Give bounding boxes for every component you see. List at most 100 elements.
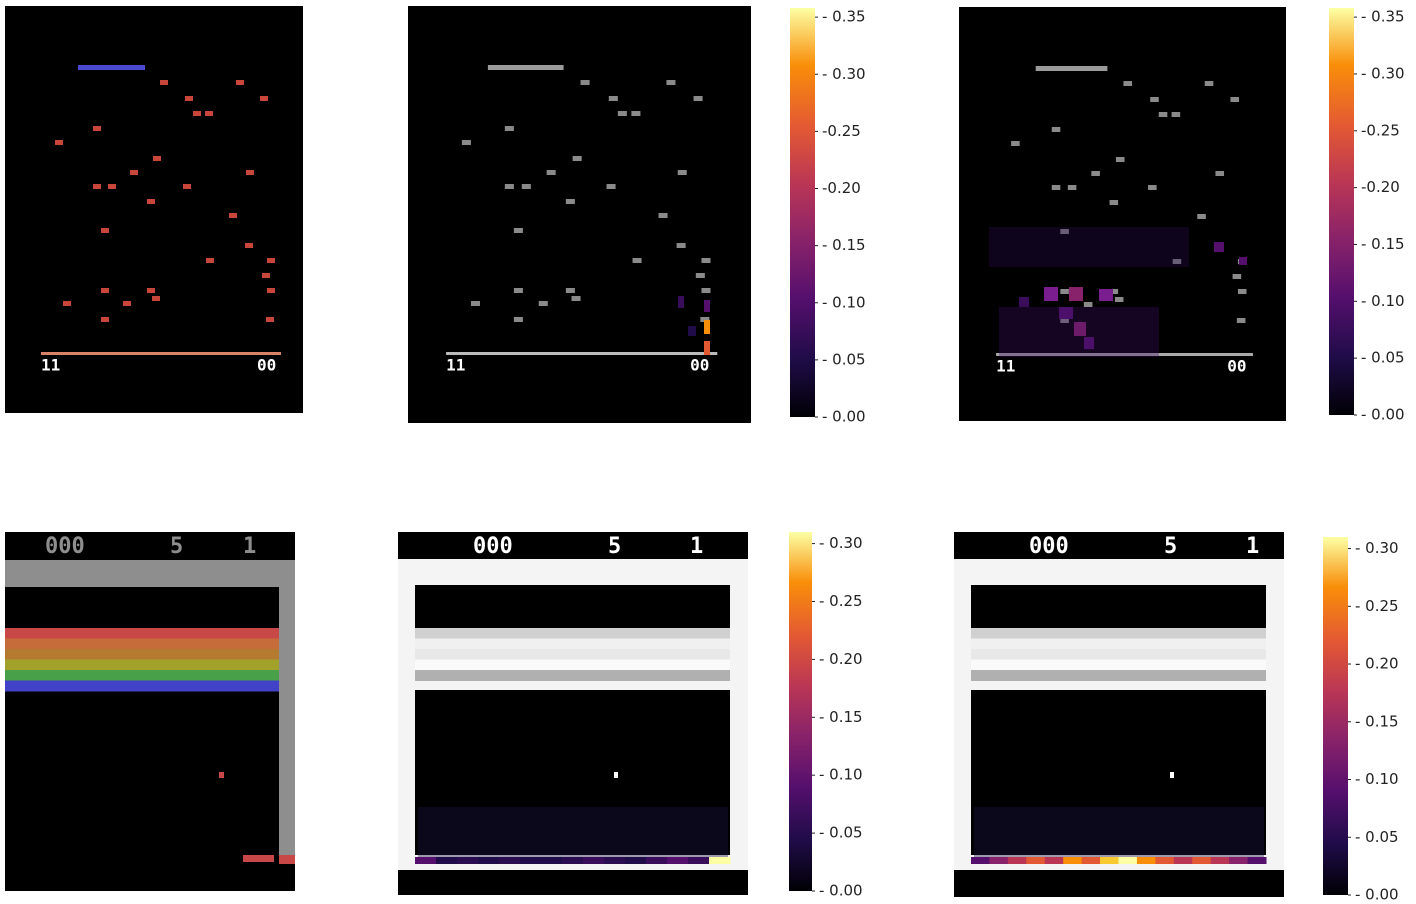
brick [513, 228, 523, 233]
score-digit: 000 [45, 534, 85, 559]
ground [996, 353, 1253, 356]
brick [676, 243, 686, 248]
score-right: 00 [690, 356, 709, 375]
colorbar-tick-label: -0.20 [822, 179, 861, 197]
brick [571, 296, 581, 301]
brick [130, 170, 138, 175]
paddle [487, 65, 564, 70]
paddle [78, 65, 145, 70]
brick [267, 288, 275, 293]
saliency-cell [1081, 857, 1101, 864]
saliency-cell [436, 857, 458, 864]
brick-row [415, 649, 730, 660]
saliency-cell [989, 857, 1009, 864]
brick [658, 213, 668, 218]
score-right: 00 [257, 356, 276, 375]
brick [193, 111, 201, 116]
colorbar [789, 532, 812, 891]
score-digit: 5 [608, 534, 621, 559]
saliency-cell [562, 857, 584, 864]
colorbar-tick-label: - 0.05 [1355, 828, 1399, 846]
brick [565, 199, 575, 204]
frame [5, 6, 303, 413]
saliency-cell [478, 857, 500, 864]
brick [1204, 81, 1214, 86]
saliency-cell [1210, 857, 1230, 864]
saliency-cell [1059, 307, 1073, 319]
colorbar-tick-label: - 0.25 [819, 592, 863, 610]
saliency-cell [520, 857, 542, 864]
brick [1123, 81, 1133, 86]
brick [266, 317, 274, 322]
score-left: 11 [446, 356, 465, 375]
brick [262, 273, 270, 278]
saliency-cell [646, 857, 668, 864]
top-gap [415, 585, 730, 628]
saliency-cell [1069, 287, 1083, 301]
brick [572, 156, 582, 161]
brick [1148, 185, 1157, 190]
colorbar-tick-label: - 0.10 [1355, 770, 1399, 788]
brick [267, 258, 275, 263]
brick [55, 140, 63, 145]
colorbar-tick-label: - 0.00 [1355, 886, 1399, 904]
ground [446, 352, 718, 355]
saliency-cell [499, 857, 521, 864]
colorbar-tick-label: - 0.10 [822, 293, 866, 311]
colorbar-tick-label: - 0.30 [819, 534, 863, 552]
top-gap [971, 585, 1266, 628]
score-digit: 5 [1164, 534, 1177, 559]
brick [1060, 289, 1069, 294]
frame [5, 532, 295, 891]
frame [959, 7, 1286, 421]
score-digit: 5 [170, 534, 183, 559]
colorbar-tick-label: -0.25 [822, 122, 861, 140]
score-left: 11 [996, 357, 1015, 376]
brick [246, 170, 254, 175]
brick [236, 80, 244, 85]
saliency-cell [418, 807, 728, 857]
brick [229, 213, 237, 218]
brick [1083, 302, 1093, 307]
saliency-cell [1155, 857, 1175, 864]
saliency-cell [1247, 857, 1267, 864]
saliency-cell [1239, 257, 1247, 265]
colorbar-tick-label: - 0.15 [1355, 712, 1399, 730]
saliency-cell [1173, 857, 1193, 864]
saliency-cell [1084, 337, 1094, 349]
score-right: 00 [1227, 357, 1246, 376]
colorbar-tick-label: - 0.15 [822, 236, 866, 254]
colorbar-tick-label: - 0.00 [819, 882, 863, 900]
score-digit: 1 [1246, 534, 1259, 559]
saliency-cell [625, 857, 647, 864]
brick-row [5, 649, 279, 660]
score-digit: 000 [1029, 534, 1069, 559]
ground [41, 352, 281, 355]
wall-top [5, 560, 295, 587]
brick-row [971, 659, 1266, 671]
brick [160, 80, 168, 85]
saliency-cell [541, 857, 563, 864]
brick [606, 184, 616, 189]
saliency-cell [688, 857, 710, 864]
paddle [243, 855, 274, 862]
colorbar-tick-label: - 0.25 [1355, 597, 1399, 615]
colorbar-tick-label: - 0.20 [1355, 655, 1399, 673]
saliency-cell [989, 227, 1189, 267]
saliency-cell [667, 857, 689, 864]
colorbar-tick-label: - 0.15 [1361, 235, 1405, 253]
colorbar-tick-label: - 0.00 [1361, 406, 1405, 424]
brick [1237, 289, 1247, 294]
brick [1197, 214, 1206, 219]
saliency-cell [1019, 297, 1029, 307]
brick-row [415, 670, 730, 681]
brick-row [415, 628, 730, 639]
brick [1230, 97, 1240, 102]
brick [101, 228, 109, 233]
colorbar [1323, 537, 1348, 895]
brick [101, 317, 109, 322]
brick [185, 96, 193, 101]
brick [1051, 185, 1061, 190]
brick [93, 184, 101, 189]
